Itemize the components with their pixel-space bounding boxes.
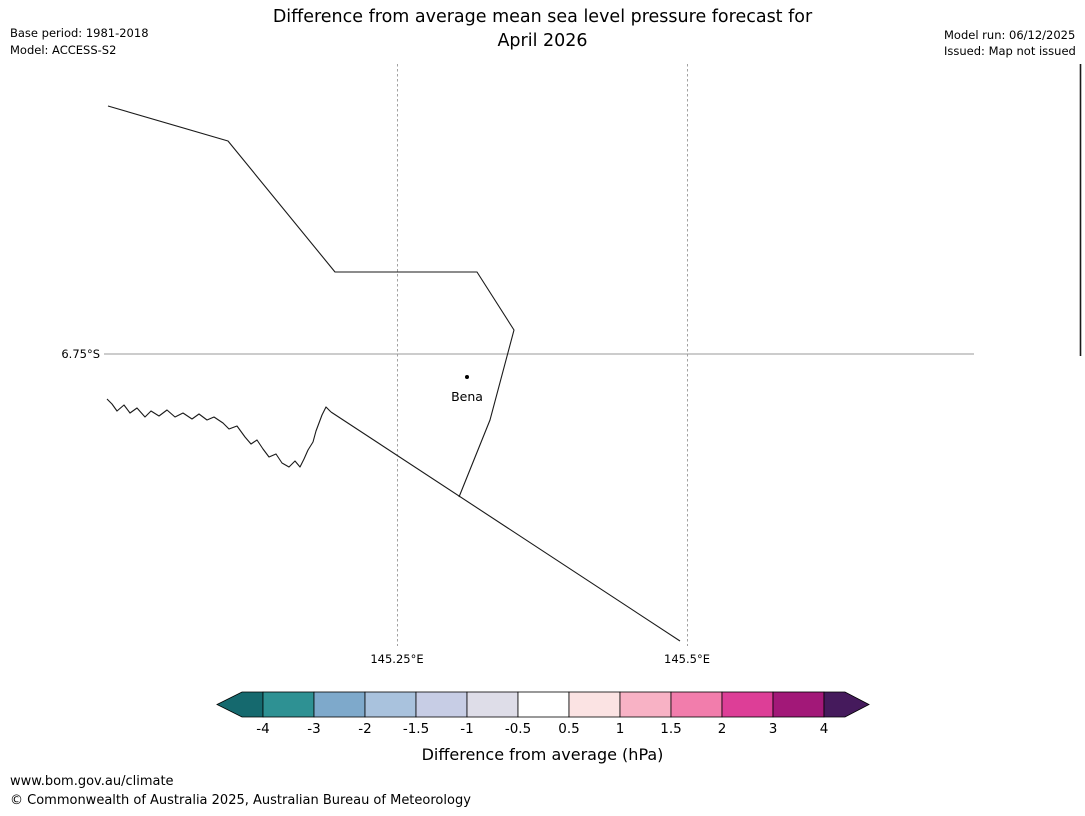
- colorbar-segment: [415, 691, 468, 718]
- colorbar-tick-label: 1: [616, 721, 625, 737]
- colorbar-tick-label: -1: [460, 721, 473, 737]
- lat-axis-label: 6.75°S: [61, 347, 100, 361]
- colorbar-segment: [721, 691, 774, 718]
- page-title: Difference from average mean sea level p…: [0, 6, 1085, 53]
- model-run-label: Model run: 06/12/2025: [944, 28, 1076, 42]
- colorbar-tick-label: 1.5: [660, 721, 681, 737]
- colorbar-segment: [262, 691, 315, 718]
- issued-label: Issued: Map not issued: [944, 44, 1076, 58]
- place-label-bena: Bena: [451, 389, 483, 404]
- colorbar-segment: [364, 691, 417, 718]
- colorbar-segment: [313, 691, 366, 718]
- colorbar-segment: [619, 691, 672, 718]
- colorbar-segment: [670, 691, 723, 718]
- header-left: Base period: 1981-2018 Model: ACCESS-S2: [10, 25, 149, 59]
- base-period-label: Base period: 1981-2018: [10, 26, 149, 40]
- map-canvas: Bena 6.75°S 145.25°E 145.5°E: [61, 64, 1082, 666]
- district-boundary-north: [107, 105, 515, 498]
- footer-url: www.bom.gov.au/climate: [10, 774, 174, 789]
- colorbar-tick-label: 4: [820, 721, 829, 737]
- colorbar-tick-label: -3: [307, 721, 320, 737]
- model-label: Model: ACCESS-S2: [10, 43, 117, 57]
- place-marker-bena: [465, 375, 469, 379]
- colorbar-tick-label: -1.5: [403, 721, 429, 737]
- colorbar-tick-label: -2: [358, 721, 371, 737]
- footer-copyright: © Commonwealth of Australia 2025, Austra…: [10, 793, 471, 808]
- header-right: Model run: 06/12/2025 Issued: Map not is…: [944, 27, 1076, 59]
- colorbar-segment: [517, 691, 570, 718]
- page-title-line2: April 2026: [497, 30, 588, 51]
- colorbar-segment: [772, 691, 825, 718]
- colorbar-tick-label: 0.5: [558, 721, 579, 737]
- colorbar-segment: [568, 691, 621, 718]
- colorbar-left-arrow: [216, 691, 264, 718]
- colorbar-tick-label: -0.5: [505, 721, 531, 737]
- colorbar-segment: [466, 691, 519, 718]
- lon-axis-label-145-5: 145.5°E: [664, 652, 710, 666]
- colorbar: -4 -3 -2 -1.5 -1 -0.5 0.5 1 1.5 2 3 4: [216, 691, 870, 737]
- colorbar-tick-label: 2: [718, 721, 727, 737]
- district-boundary-diagonal: [330, 411, 681, 642]
- coastline-south: [106, 398, 332, 468]
- page-title-line1: Difference from average mean sea level p…: [272, 7, 813, 27]
- colorbar-tick-label: 3: [769, 721, 778, 737]
- colorbar-tick-label: -4: [256, 721, 269, 737]
- lon-axis-label-145-25: 145.25°E: [370, 652, 423, 666]
- colorbar-caption: Difference from average (hPa): [421, 745, 664, 764]
- colorbar-right-arrow: [823, 691, 870, 718]
